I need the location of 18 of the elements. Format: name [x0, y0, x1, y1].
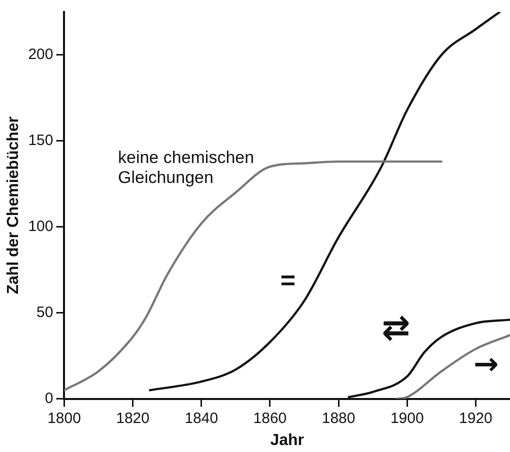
x-axis-title: Jahr — [270, 432, 304, 449]
x-tick-label: 1920 — [459, 410, 492, 427]
x-tick-label: 1800 — [48, 410, 81, 427]
series-label: keine chemischen Gleichungen — [118, 148, 254, 187]
series-label: → — [473, 346, 499, 382]
x-tick-label: 1900 — [390, 410, 424, 427]
y-tick-label: 100 — [28, 218, 54, 236]
x-tick-label: 1880 — [322, 410, 356, 427]
y-tick-label: 200 — [28, 46, 54, 64]
y-axis-title: Zahl der Chemiebücher — [5, 116, 22, 294]
y-tick-label: 50 — [36, 304, 54, 321]
x-tick-label: 1820 — [116, 410, 150, 427]
y-tick-label: 0 — [44, 390, 54, 407]
y-tick-label: 150 — [28, 132, 54, 150]
x-tick-label: 1860 — [253, 410, 287, 427]
series-label: = — [280, 265, 296, 296]
series-label: ⇄ — [382, 308, 410, 348]
x-tick-label: 1840 — [184, 410, 218, 427]
